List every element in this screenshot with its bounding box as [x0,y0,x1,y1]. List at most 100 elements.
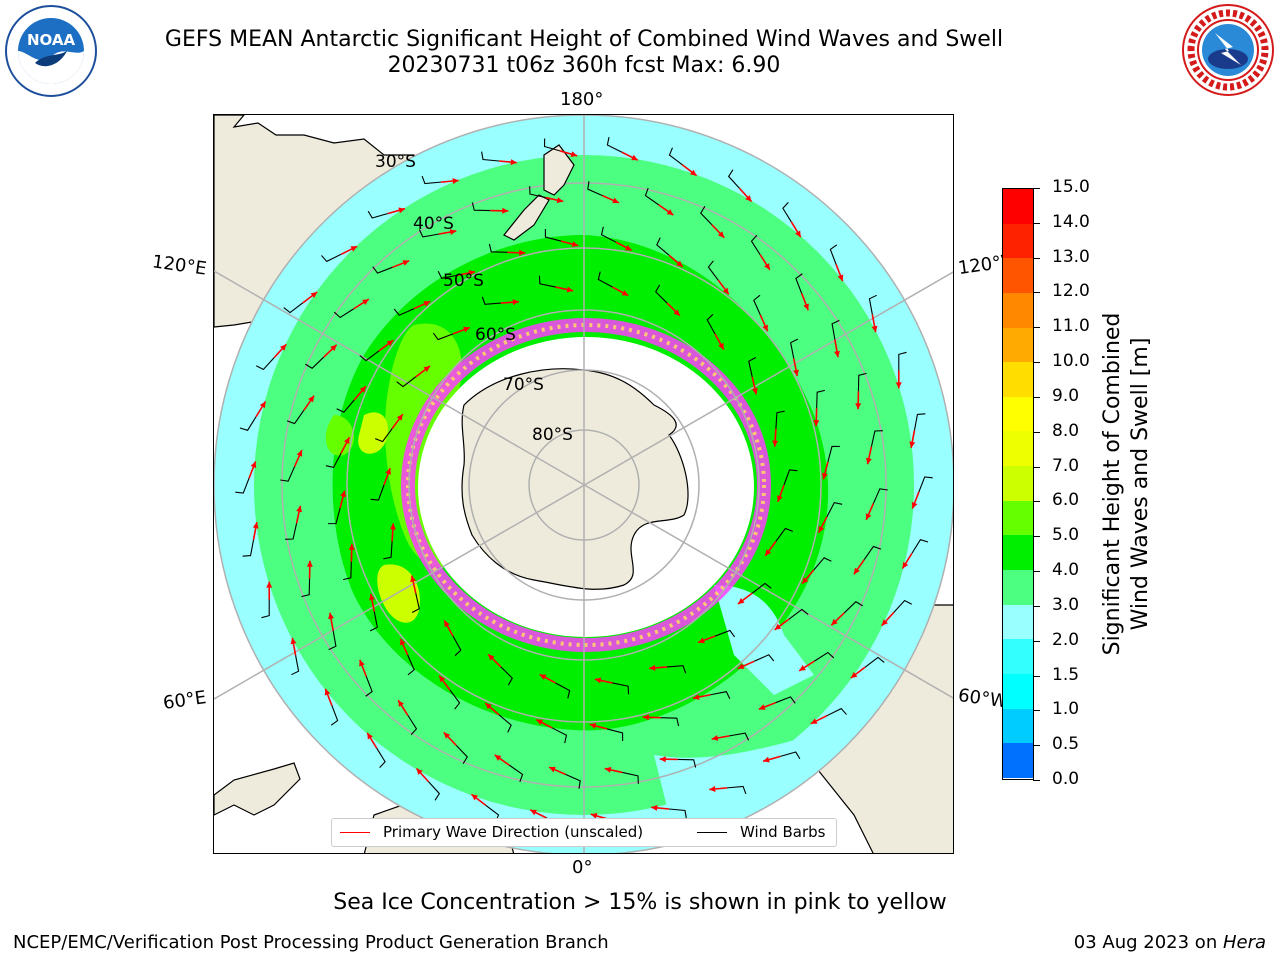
lon-label-120w: 120°W [956,251,1006,280]
wave-arrow-head [763,756,770,763]
wind-barb [396,376,417,388]
lat-label-80s: 80°S [532,425,573,445]
wave-arrow-head [813,420,820,427]
colorbar-tick-label: 2.0 [1052,629,1080,650]
wave-arrow-head [604,766,612,773]
colorbar-segment [1003,327,1033,363]
wave-arrow-head [471,794,479,801]
colorbar [1002,188,1034,780]
wind-barb [367,210,388,219]
wave-arrow-head [423,301,431,307]
wind-barb [727,169,740,189]
colorbar-segment [1003,431,1033,467]
wave-arrow-head [570,151,578,158]
wind-barb [239,416,257,431]
wave-arrow-head [330,344,337,352]
wave-arrow-head [909,441,916,448]
wind-barb [407,654,415,676]
wave-arrow-head [772,440,779,447]
wind-barb [500,666,513,686]
wave-arrow-head [510,159,517,166]
wave-arrow-head [692,694,700,700]
wind-barb [814,651,835,662]
wave-arrow-head [717,231,725,238]
colorbar-tick-label: 8.0 [1052,420,1080,441]
colorbar-segment [1003,673,1033,709]
wind-barb [370,484,385,501]
wind-barb [488,243,508,253]
lat-label-40s: 40°S [413,214,454,234]
wave-arrow-head [718,342,724,350]
legend-wave-item: Primary Wave Direction (unscaled) [340,823,643,841]
map-legend: Primary Wave Direction (unscaled) Wind B… [331,818,837,847]
wind-barb [831,319,840,340]
wave-arrow-head [689,169,697,176]
wave-arrow-head [589,722,597,729]
wave-arrow-head [821,472,828,480]
wave-arrow-head [389,523,396,530]
wind-barb [612,682,630,695]
wave-arrow-head [386,340,394,347]
colorbar-segment [1003,500,1033,536]
wind-barb [432,332,454,341]
wind-barb [700,206,713,226]
wave-arrow-head [571,241,579,248]
colorbar-label: Significant Height of Combined Wind Wave… [1099,313,1155,656]
wind-barb [606,728,624,741]
wave-arrow-head [536,719,543,726]
wave-arrow-head [439,675,446,683]
wave-arrow-head [803,303,809,311]
wave-arrow-head [911,501,918,509]
colorbar-segment [1003,396,1033,432]
wave-arrow-head [651,804,658,811]
colorbar-tick-mark [1033,640,1040,642]
wind-barb [669,808,687,819]
wind-barb [898,351,907,371]
wind-barb [242,539,255,557]
colorbar-tick-mark [1033,222,1040,224]
wave-arrow-head [485,703,492,710]
wind-barb [509,764,524,783]
wind-barb [775,696,796,704]
colorbar-tick-label: 14.0 [1052,211,1090,232]
wave-arrow-head [666,209,674,216]
wind-barb [325,452,342,469]
wind-barb [667,665,687,674]
wave-arrow-head [423,365,431,373]
colorbar-segment [1003,570,1033,605]
wind-barb [411,593,420,613]
wind-barb [544,229,562,242]
wind-barb [813,557,832,571]
wave-arrow-head [494,754,502,761]
wind-barb [795,273,803,294]
wave-arrow-head [359,386,366,393]
wind-barb [286,410,305,425]
legend-barb-item: Wind Barbs [697,823,825,841]
wave-arrow-head [709,785,716,792]
wave-arrow-head [722,287,729,295]
wave-arrow-head [818,526,825,533]
wind-barb [893,599,912,613]
wind-barb [790,338,799,359]
lon-label-120e: 120°E [150,251,208,280]
wave-arrow-head [711,735,719,741]
wind-barb [857,372,867,392]
wave-arrow-head [676,260,683,267]
wind-barb [336,399,355,413]
wave-arrow-head [902,561,909,569]
wind-barb [481,296,501,305]
colorbar-tick-mark [1033,710,1040,712]
wind-barb [421,175,441,185]
wave-arrow-head [625,244,632,251]
wind-barb [498,714,512,733]
wave-arrow-head [385,468,391,475]
wave-arrow-head [834,350,840,358]
wave-arrow-head [488,654,495,661]
lon-label-0: 0° [572,857,593,878]
wind-barb [727,785,747,795]
colorbar-tick-mark [1033,536,1040,538]
wave-arrow-head [340,490,347,498]
wind-barb [868,294,877,315]
wind-barb [305,356,325,369]
wind-barb [668,147,683,166]
